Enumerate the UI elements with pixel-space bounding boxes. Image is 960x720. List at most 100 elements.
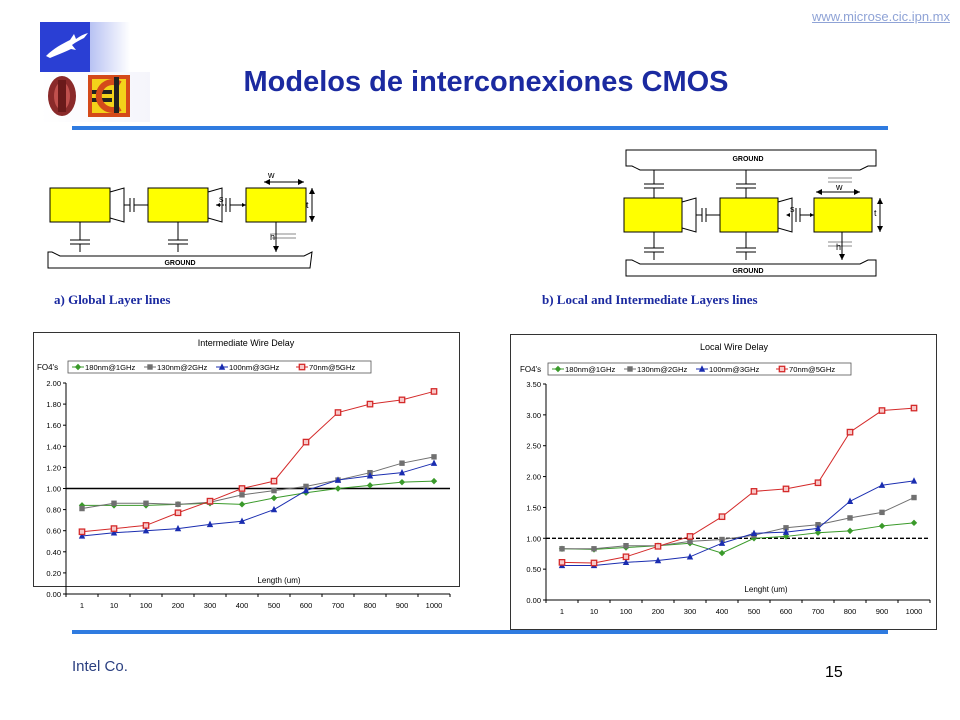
series-100nm@3GHz	[78, 459, 438, 539]
series-70nm@5GHz	[78, 388, 438, 536]
data-point	[334, 485, 342, 492]
data-point	[847, 515, 853, 521]
data-point	[398, 468, 406, 476]
page-title: Modelos de interconexiones CMOS	[243, 66, 729, 98]
data-point	[238, 501, 246, 508]
data-point	[366, 400, 374, 408]
wire-block	[49, 187, 111, 223]
data-point	[270, 505, 278, 513]
series-line	[561, 407, 915, 564]
series-line	[562, 480, 915, 566]
x-tick-label: 300	[684, 607, 697, 616]
data-point	[623, 542, 629, 549]
data-point	[686, 533, 694, 540]
data-point	[270, 477, 278, 485]
legend-entry: 130nm@2GHz	[157, 363, 208, 372]
local-layer-diagram: GROUND w s t h GROUND	[623, 149, 883, 277]
legend-entry: 180nm@1GHz	[565, 365, 616, 374]
y-tick-label: 0.50	[526, 565, 541, 574]
wire-block	[719, 197, 779, 233]
logo-gradient	[90, 22, 130, 72]
width-label: w	[835, 182, 843, 192]
series-line	[81, 456, 435, 510]
y-tick-label: 0.20	[46, 569, 61, 578]
legend-entry: 70nm@5GHz	[309, 363, 355, 372]
x-tick-label: 500	[268, 601, 281, 610]
data-point	[302, 486, 310, 494]
data-point	[778, 365, 786, 373]
wire-block	[813, 197, 873, 233]
data-point	[814, 529, 822, 536]
width-label: w	[267, 170, 275, 180]
data-point	[366, 472, 374, 479]
data-point	[110, 525, 118, 532]
institution-logos	[46, 33, 130, 117]
x-tick-label: 900	[876, 607, 889, 616]
y-tick-label: 2.50	[526, 442, 541, 451]
ground-bottom-label: GROUND	[732, 268, 763, 275]
x-tick-label: 800	[364, 601, 377, 610]
thickness-label: t	[874, 208, 877, 218]
thickness-label: t	[306, 200, 309, 210]
data-point	[298, 363, 306, 371]
data-point	[814, 524, 822, 532]
y-tick-label: 2.00	[46, 379, 61, 388]
chart-legend: 180nm@1GHz 130nm@2GHz 100nm@3GHz 70nm@5GHz	[67, 360, 372, 374]
legend-entry: 100nm@3GHz	[709, 365, 760, 374]
data-point	[878, 407, 886, 414]
caption-global: a) Global Layer lines	[54, 292, 171, 307]
data-point	[878, 481, 886, 488]
series-line	[81, 390, 435, 533]
x-tick-label: 1	[560, 607, 564, 616]
data-point	[815, 522, 821, 528]
website-url[interactable]: www.microse.cic.ipn.mx	[812, 9, 950, 24]
series-line	[562, 497, 915, 550]
y-tick-label: 3.00	[526, 411, 541, 420]
data-point	[846, 527, 854, 535]
data-point	[334, 409, 342, 416]
chart-title: Local Wire Delay	[700, 342, 769, 352]
series-100nm@3GHz	[558, 477, 918, 569]
data-point	[238, 517, 246, 524]
chart-frame	[510, 334, 937, 630]
spacing-label: s	[790, 204, 795, 214]
data-point	[206, 520, 214, 528]
caption-local: b) Local and Intermediate Layers lines	[542, 292, 758, 307]
data-point	[783, 525, 789, 531]
x-tick-label: 600	[780, 607, 793, 616]
y-tick-label: 0.00	[526, 596, 541, 605]
data-point	[719, 536, 725, 543]
data-point	[218, 363, 226, 370]
series-line	[561, 522, 915, 554]
bottom-divider	[72, 630, 888, 634]
data-point	[78, 502, 86, 509]
data-point	[111, 500, 117, 506]
data-point	[750, 529, 758, 537]
x-tick-label: 600	[300, 601, 313, 610]
wire-block	[245, 187, 307, 223]
local-wire-delay-chart: Local Wire Delay FO4's 180nm@1GHz 130nm@2GH…	[510, 334, 937, 630]
data-point	[910, 404, 918, 412]
y-tick-label: 3.50	[526, 380, 541, 389]
x-tick-label: 10	[590, 607, 598, 616]
x-tick-label: 200	[652, 607, 665, 616]
chart-legend: 180nm@1GHz 130nm@2GHz 100nm@3GHz 70nm@5GHz	[547, 362, 852, 376]
legend-entry: 130nm@2GHz	[637, 365, 688, 374]
data-point	[271, 487, 277, 494]
y-tick-label: 1.40	[46, 442, 61, 451]
data-point	[910, 477, 918, 484]
y-axis-label: FO4's	[520, 365, 541, 374]
data-point	[846, 497, 854, 504]
x-tick-label: 200	[172, 601, 185, 610]
data-point	[334, 476, 342, 483]
cic-logo-icon	[88, 75, 130, 117]
data-point	[147, 364, 153, 370]
data-point	[846, 428, 854, 436]
data-point	[558, 559, 566, 566]
data-point	[270, 494, 278, 502]
height-label: h	[270, 232, 275, 242]
chart-frame	[33, 332, 460, 587]
x-axis-label: Length (um)	[257, 576, 300, 585]
data-point	[686, 553, 694, 560]
